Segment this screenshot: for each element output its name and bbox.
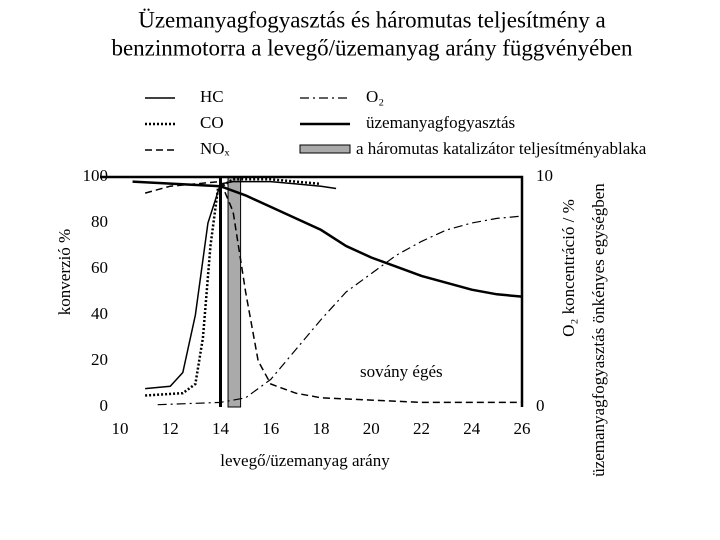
x-tick-label: 18 bbox=[313, 419, 330, 438]
series-line bbox=[144, 180, 522, 404]
plot-frame bbox=[100, 175, 524, 407]
series-line bbox=[145, 178, 322, 397]
y-tick-label: 80 bbox=[91, 212, 108, 231]
x-tick-label: 24 bbox=[463, 419, 481, 438]
y-axis-label: konverzió % bbox=[55, 229, 74, 315]
x-tick-label: 12 bbox=[162, 419, 179, 438]
series-line bbox=[132, 180, 523, 298]
legend-label: a háromutas katalizátor teljesítményabla… bbox=[356, 139, 647, 158]
x-tick-label: 20 bbox=[363, 419, 380, 438]
chart-title: benzinmotorra a levegő/üzemanyag arány f… bbox=[111, 35, 633, 60]
y-tick-label: 100 bbox=[83, 166, 109, 185]
y-tick-label: 20 bbox=[91, 350, 108, 369]
y2-axis-label: üzemanyagfogyasztás önkényes egységben bbox=[589, 183, 608, 477]
series-line bbox=[157, 215, 523, 406]
catalyst-window bbox=[227, 176, 242, 408]
legend-swatch bbox=[299, 144, 351, 154]
legend-label: üzemanyagfogyasztás bbox=[366, 113, 515, 132]
legend-label: NOₓ bbox=[200, 139, 230, 158]
chart-title: Üzemanyagfogyasztás és háromutas teljesí… bbox=[138, 7, 606, 32]
x-tick-label: 16 bbox=[262, 419, 279, 438]
annotation: sovány égés bbox=[360, 362, 443, 381]
x-tick-label: 22 bbox=[413, 419, 430, 438]
y2-tick-label: 0 bbox=[536, 396, 545, 415]
x-tick-label: 10 bbox=[112, 419, 129, 438]
legend-label: HC bbox=[200, 87, 224, 106]
y-tick-label: 40 bbox=[91, 304, 108, 323]
legend-label: O₂ bbox=[366, 87, 384, 106]
y-tick-label: 0 bbox=[100, 396, 109, 415]
legend-label: CO bbox=[200, 113, 224, 132]
x-tick-label: 26 bbox=[514, 419, 531, 438]
y2-axis-label: O₂ koncentráció / % bbox=[559, 199, 578, 337]
y2-tick-label: 10 bbox=[536, 166, 553, 185]
x-axis-label: levegő/üzemanyag arány bbox=[220, 451, 390, 470]
x-tick-label: 14 bbox=[212, 419, 230, 438]
y-tick-label: 60 bbox=[91, 258, 108, 277]
